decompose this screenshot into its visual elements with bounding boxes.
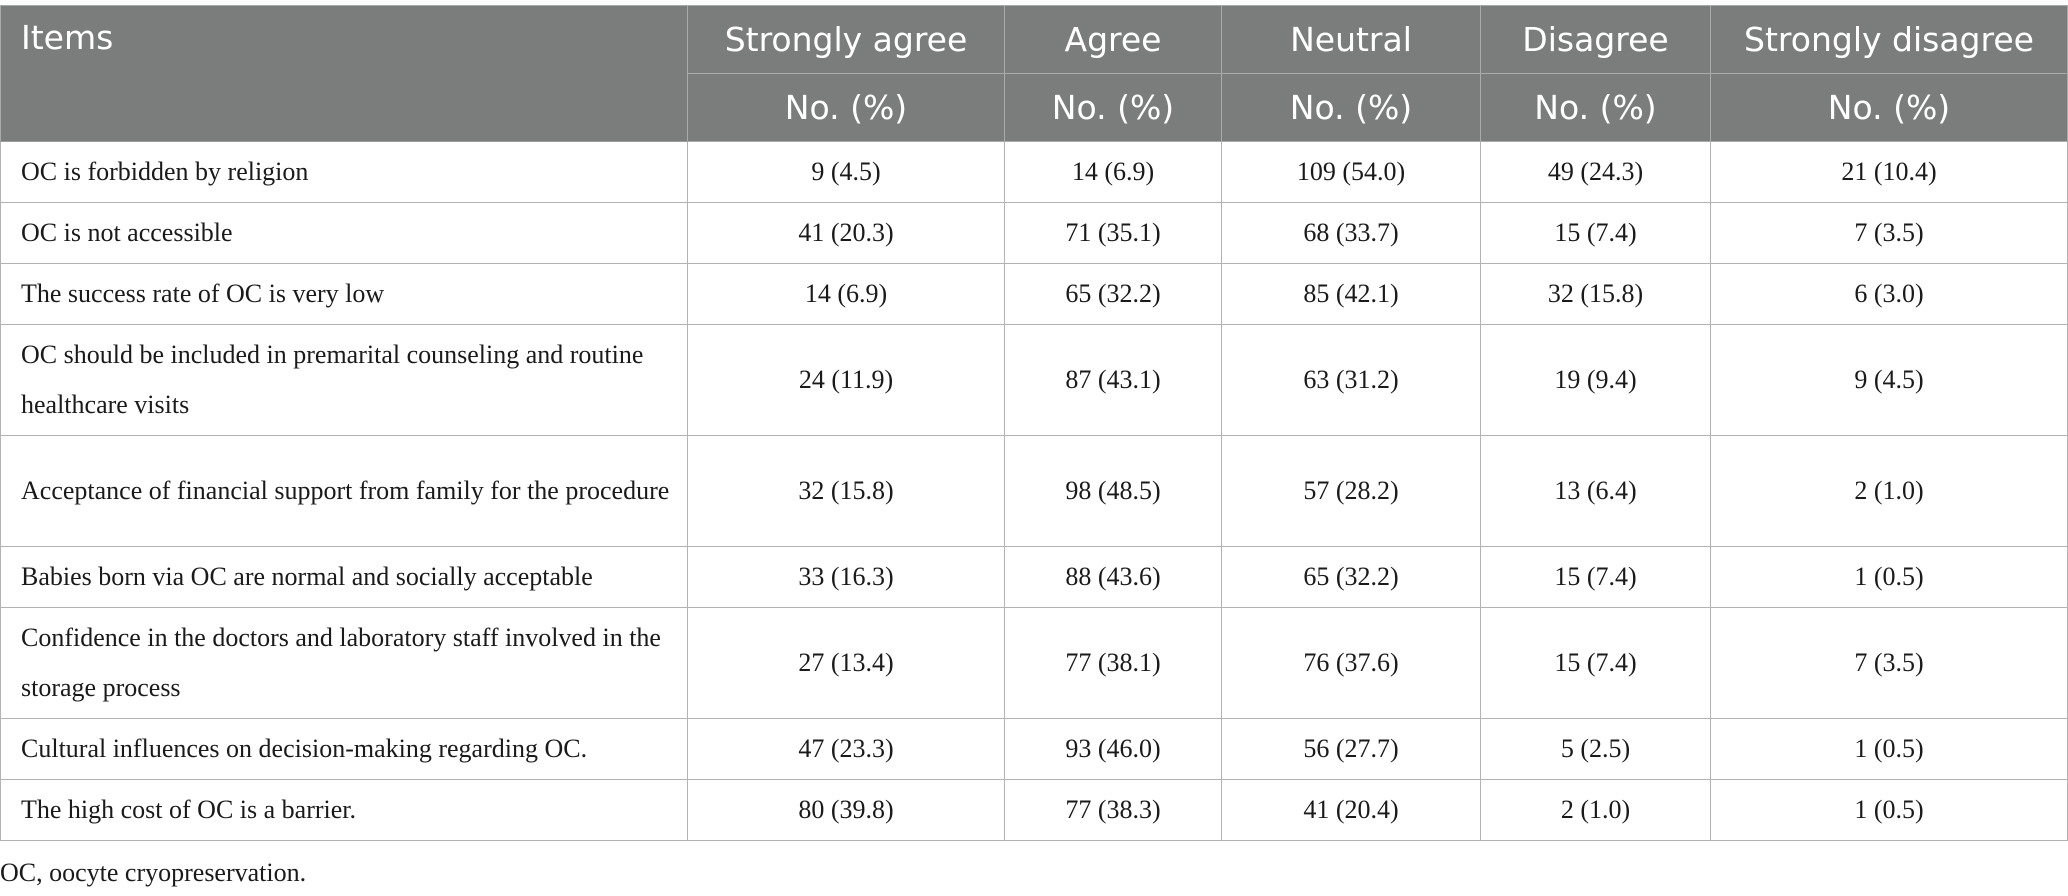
table-body: OC is forbidden by religion 9 (4.5) 14 (… [0, 141, 2068, 841]
cell-disagree: 13 (6.4) [1480, 435, 1711, 547]
column-header-strongly-disagree: Strongly disagree [1710, 5, 2068, 74]
table-row: The success rate of OC is very low 14 (6… [0, 263, 2068, 325]
table-row: Babies born via OC are normal and social… [0, 546, 2068, 608]
cell-strongly-disagree: 7 (3.5) [1710, 202, 2068, 264]
cell-strongly-disagree: 6 (3.0) [1710, 263, 2068, 325]
cell-agree: 65 (32.2) [1004, 263, 1222, 325]
row-item-label: Confidence in the doctors and laboratory… [0, 607, 688, 719]
cell-strongly-disagree: 2 (1.0) [1710, 435, 2068, 547]
table-row: Confidence in the doctors and laboratory… [0, 607, 2068, 719]
cell-disagree: 32 (15.8) [1480, 263, 1711, 325]
cell-strongly-disagree: 1 (0.5) [1710, 718, 2068, 780]
cell-strongly-agree: 32 (15.8) [687, 435, 1005, 547]
column-header-neutral: Neutral [1221, 5, 1481, 74]
cell-disagree: 15 (7.4) [1480, 546, 1711, 608]
cell-agree: 93 (46.0) [1004, 718, 1222, 780]
cell-agree: 71 (35.1) [1004, 202, 1222, 264]
table-header: Items Strongly agree Agree Neutral Disag… [0, 5, 2068, 142]
table-row: Cultural influences on decision-making r… [0, 718, 2068, 780]
row-item-label: OC is not accessible [0, 202, 688, 264]
cell-strongly-agree: 24 (11.9) [687, 324, 1005, 436]
cell-disagree: 19 (9.4) [1480, 324, 1711, 436]
row-item-label: OC should be included in premarital coun… [0, 324, 688, 436]
cell-disagree: 49 (24.3) [1480, 141, 1711, 203]
subheader-no-percent: No. (%) [1480, 73, 1711, 142]
table-row: OC is not accessible 41 (20.3) 71 (35.1)… [0, 202, 2068, 264]
column-header-items: Items [0, 5, 688, 142]
header-row: Items Strongly agree Agree Neutral Disag… [0, 5, 2068, 142]
cell-neutral: 68 (33.7) [1221, 202, 1481, 264]
cell-neutral: 85 (42.1) [1221, 263, 1481, 325]
cell-neutral: 56 (27.7) [1221, 718, 1481, 780]
cell-strongly-disagree: 1 (0.5) [1710, 779, 2068, 841]
table-row: Acceptance of financial support from fam… [0, 435, 2068, 547]
column-header-agree: Agree [1004, 5, 1222, 74]
cell-strongly-disagree: 9 (4.5) [1710, 324, 2068, 436]
cell-strongly-disagree: 1 (0.5) [1710, 546, 2068, 608]
row-item-label: The high cost of OC is a barrier. [0, 779, 688, 841]
subheader-row: No. (%) No. (%) No. (%) No. (%) No. (%) [1, 73, 2068, 142]
subheader-no-percent: No. (%) [1710, 73, 2068, 142]
cell-agree: 98 (48.5) [1004, 435, 1222, 547]
cell-strongly-agree: 41 (20.3) [687, 202, 1005, 264]
cell-neutral: 41 (20.4) [1221, 779, 1481, 841]
column-header-disagree: Disagree [1480, 5, 1711, 74]
subheader-no-percent: No. (%) [1004, 73, 1222, 142]
cell-agree: 87 (43.1) [1004, 324, 1222, 436]
cell-disagree: 5 (2.5) [1480, 718, 1711, 780]
cell-neutral: 109 (54.0) [1221, 141, 1481, 203]
cell-agree: 77 (38.1) [1004, 607, 1222, 719]
cell-neutral: 65 (32.2) [1221, 546, 1481, 608]
cell-agree: 77 (38.3) [1004, 779, 1222, 841]
subheader-no-percent: No. (%) [1221, 73, 1481, 142]
table-footnote: OC, oocyte cryopreservation. [0, 858, 307, 887]
cell-disagree: 2 (1.0) [1480, 779, 1711, 841]
cell-strongly-agree: 27 (13.4) [687, 607, 1005, 719]
cell-strongly-agree: 14 (6.9) [687, 263, 1005, 325]
row-item-label: OC is forbidden by religion [0, 141, 688, 203]
cell-strongly-agree: 47 (23.3) [687, 718, 1005, 780]
table-row: OC should be included in premarital coun… [0, 324, 2068, 436]
cell-strongly-disagree: 21 (10.4) [1710, 141, 2068, 203]
cell-disagree: 15 (7.4) [1480, 607, 1711, 719]
cell-strongly-disagree: 7 (3.5) [1710, 607, 2068, 719]
row-item-label: Acceptance of financial support from fam… [0, 435, 688, 547]
cell-agree: 88 (43.6) [1004, 546, 1222, 608]
survey-table: Items Strongly agree Agree Neutral Disag… [0, 5, 2068, 841]
table-row: The high cost of OC is a barrier. 80 (39… [0, 779, 2068, 841]
row-item-label: Babies born via OC are normal and social… [0, 546, 688, 608]
cell-neutral: 76 (37.6) [1221, 607, 1481, 719]
cell-disagree: 15 (7.4) [1480, 202, 1711, 264]
cell-neutral: 57 (28.2) [1221, 435, 1481, 547]
table-row: OC is forbidden by religion 9 (4.5) 14 (… [0, 141, 2068, 203]
cell-strongly-agree: 9 (4.5) [687, 141, 1005, 203]
row-item-label: Cultural influences on decision-making r… [0, 718, 688, 780]
column-header-strongly-agree: Strongly agree [687, 5, 1005, 74]
cell-agree: 14 (6.9) [1004, 141, 1222, 203]
cell-strongly-agree: 33 (16.3) [687, 546, 1005, 608]
cell-neutral: 63 (31.2) [1221, 324, 1481, 436]
row-item-label: The success rate of OC is very low [0, 263, 688, 325]
subheader-no-percent: No. (%) [687, 73, 1005, 142]
cell-strongly-agree: 80 (39.8) [687, 779, 1005, 841]
